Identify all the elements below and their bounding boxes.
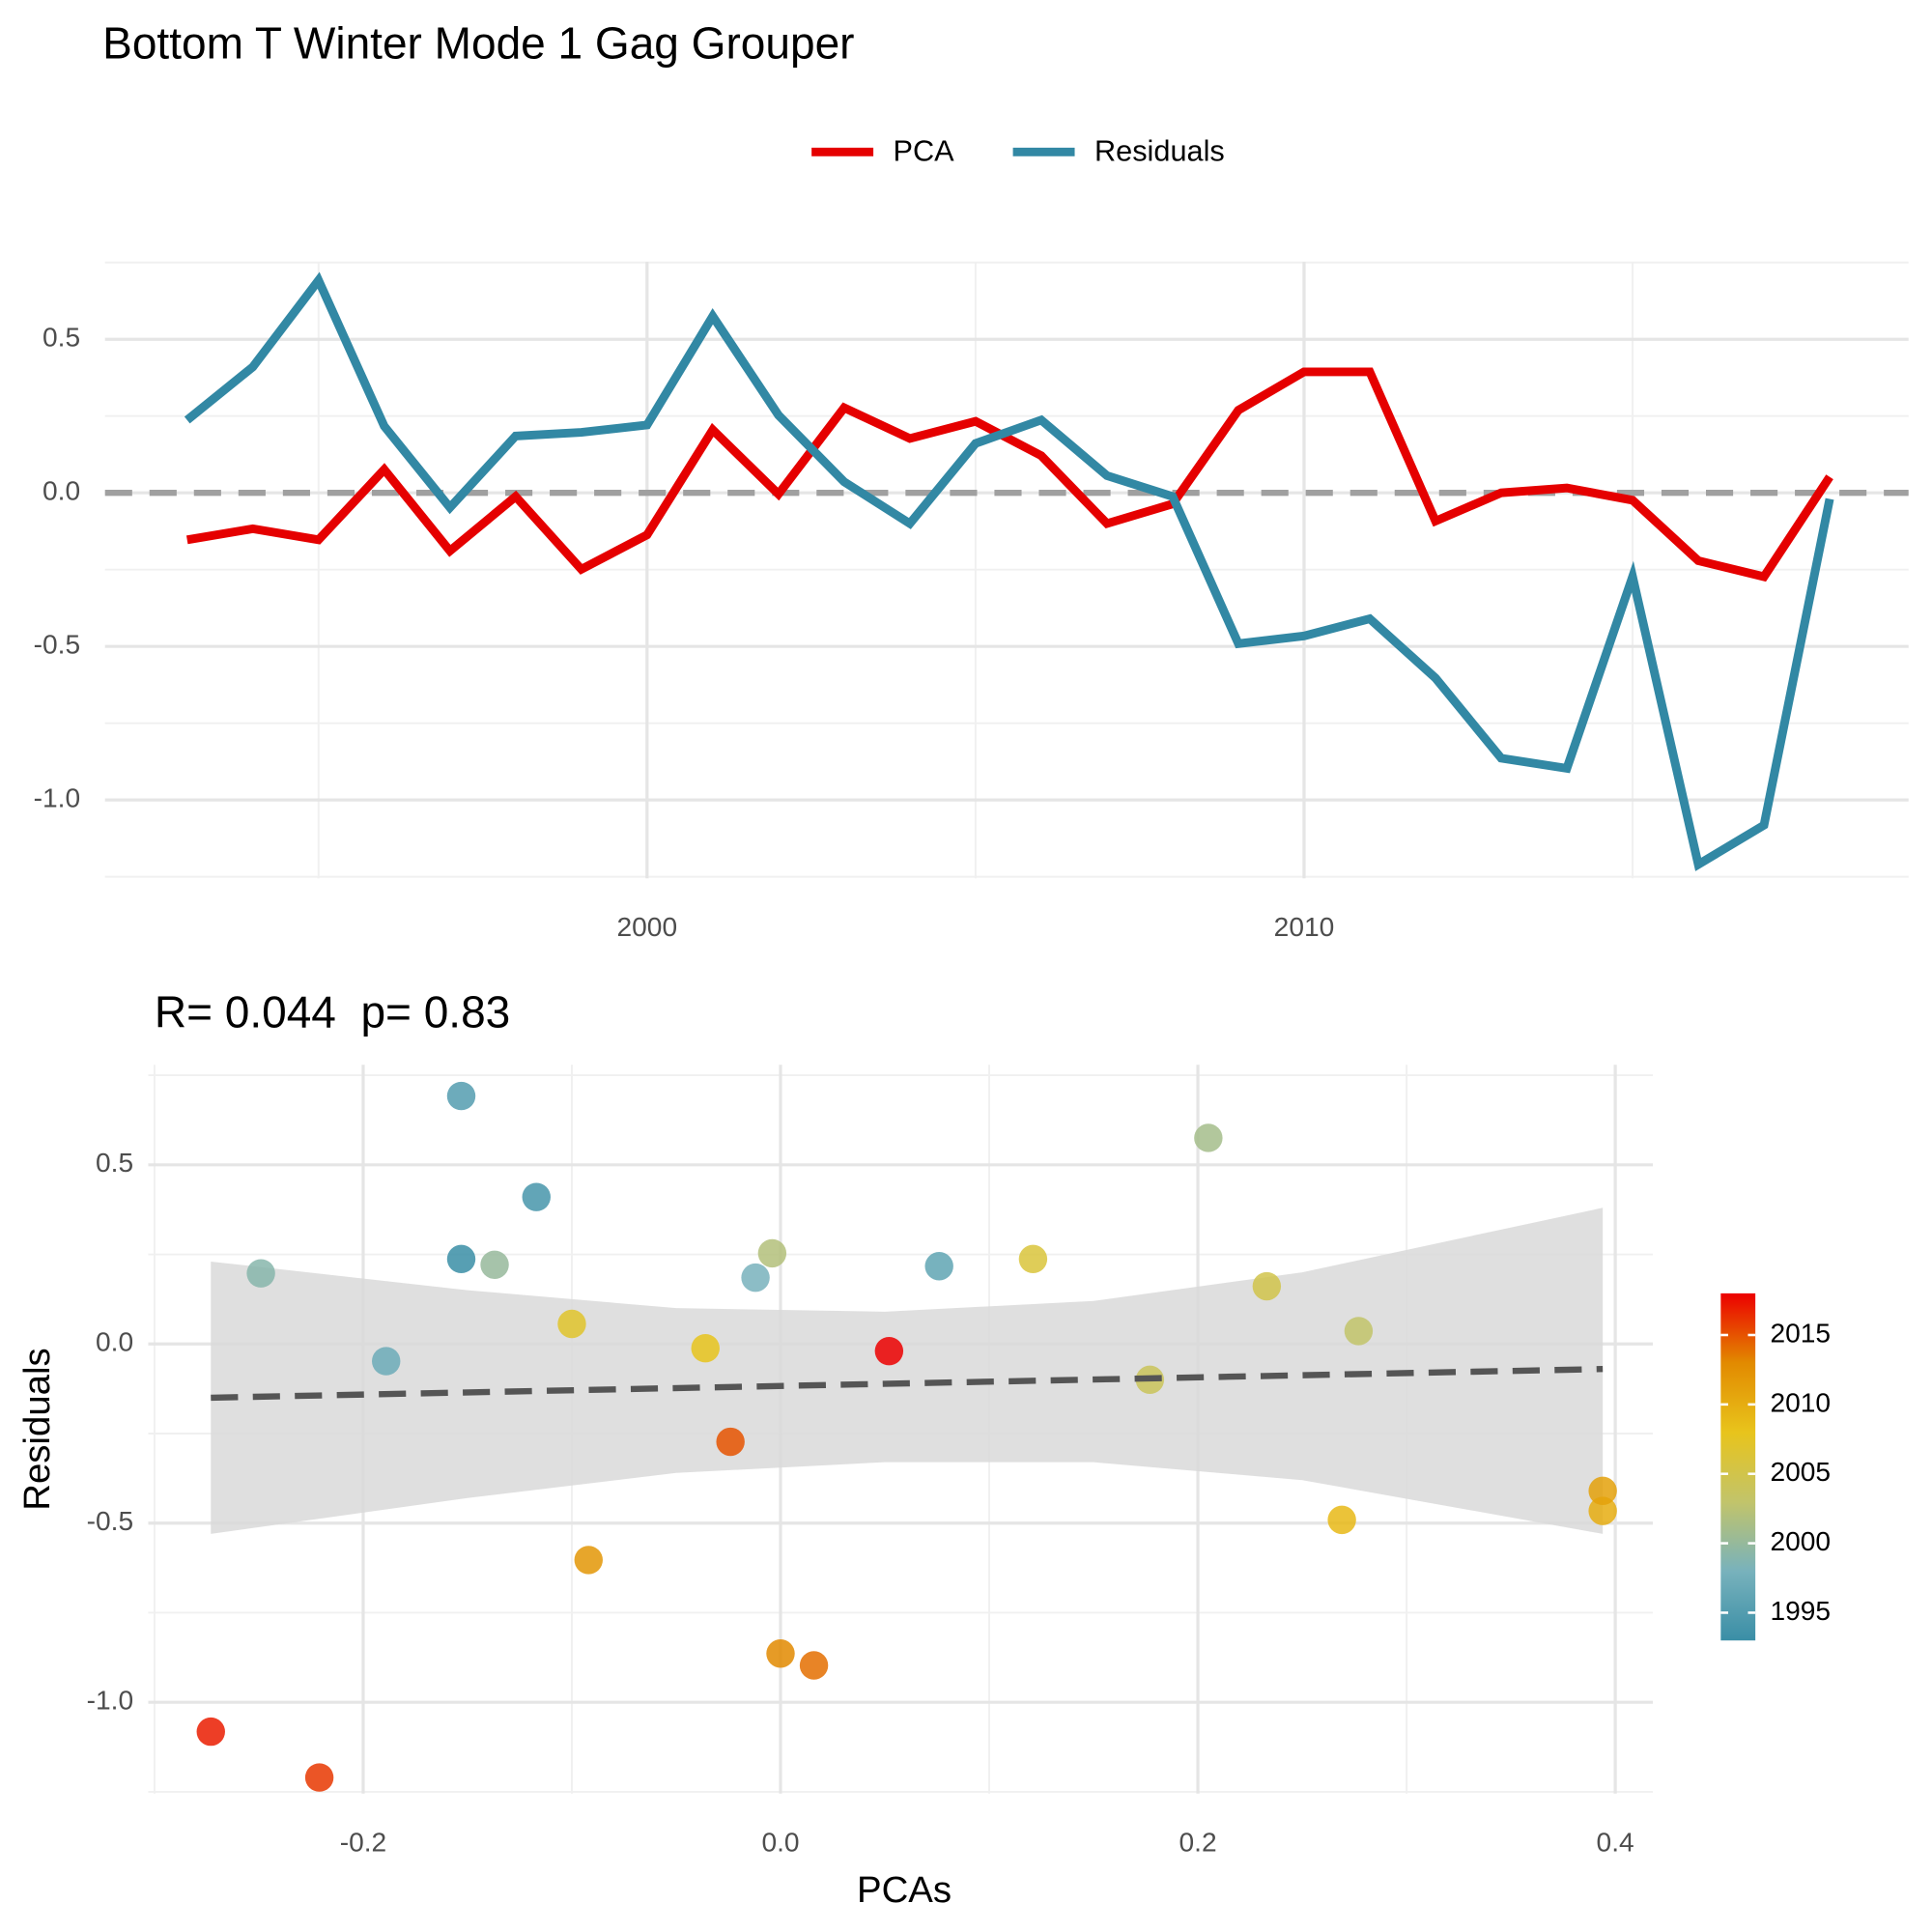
scatter-point xyxy=(766,1639,795,1668)
colorbar-label: 2000 xyxy=(1770,1526,1831,1556)
y-tick-label: -0.5 xyxy=(34,630,80,660)
scatter-point xyxy=(716,1427,745,1457)
legend-label: PCA xyxy=(894,134,955,168)
legend-label: Residuals xyxy=(1094,134,1225,168)
scatter-point xyxy=(874,1336,904,1366)
scatter-point xyxy=(304,1763,334,1792)
scatter-point xyxy=(1344,1317,1374,1346)
scatter-point xyxy=(1194,1123,1223,1152)
scatter-point xyxy=(1252,1271,1282,1301)
scatter-point xyxy=(480,1250,509,1279)
y-axis-title: Residuals xyxy=(16,1348,58,1510)
scatter-point xyxy=(741,1263,770,1293)
y-tick-label: 0.0 xyxy=(43,476,80,506)
x-tick-label: 2010 xyxy=(1274,912,1335,942)
fit-line xyxy=(211,1366,1604,1402)
colorbar-label: 2005 xyxy=(1770,1457,1831,1487)
scatter-point xyxy=(924,1252,953,1281)
y-tick-label: 0.0 xyxy=(96,1327,133,1357)
y-tick-label: -1.0 xyxy=(34,783,80,813)
line-series xyxy=(185,367,1833,582)
x-tick-label: 0.4 xyxy=(1597,1828,1634,1858)
y-tick-label: 0.5 xyxy=(43,323,80,353)
colorbar-label: 1995 xyxy=(1770,1596,1831,1626)
x-tick-label: 2000 xyxy=(617,912,678,942)
scatter-point xyxy=(1018,1244,1048,1274)
scatter-point xyxy=(372,1347,401,1376)
scatter-point xyxy=(246,1259,275,1288)
scatter-point xyxy=(757,1238,787,1268)
scatter-point xyxy=(557,1309,586,1339)
x-axis-title: PCAs xyxy=(857,1869,952,1911)
line-series xyxy=(184,271,1834,871)
scatter-point xyxy=(196,1717,225,1747)
scatter-point xyxy=(691,1334,720,1363)
scatter-point xyxy=(574,1546,603,1575)
y-tick-label: -1.0 xyxy=(87,1686,133,1716)
scatter-point xyxy=(522,1182,551,1211)
y-tick-label: -0.5 xyxy=(87,1506,133,1536)
scatter-point xyxy=(446,1081,476,1111)
x-tick-label: 0.0 xyxy=(761,1828,799,1858)
colorbar xyxy=(1720,1293,1756,1641)
y-tick-label: 0.5 xyxy=(96,1148,133,1178)
scatter-point xyxy=(446,1244,476,1274)
chart-title: Bottom T Winter Mode 1 Gag Grouper xyxy=(102,18,854,69)
colorbar-label: 2015 xyxy=(1770,1318,1831,1348)
x-tick-label: -0.2 xyxy=(340,1828,386,1858)
scatter-point xyxy=(1327,1505,1356,1535)
scatter-point xyxy=(799,1651,829,1680)
scatter-point xyxy=(1588,1496,1617,1525)
x-tick-label: 0.2 xyxy=(1179,1828,1217,1858)
scatter-point xyxy=(1588,1476,1617,1506)
chart-subtitle: R= 0.044 p= 0.83 xyxy=(155,986,510,1037)
colorbar-label: 2010 xyxy=(1770,1387,1831,1417)
